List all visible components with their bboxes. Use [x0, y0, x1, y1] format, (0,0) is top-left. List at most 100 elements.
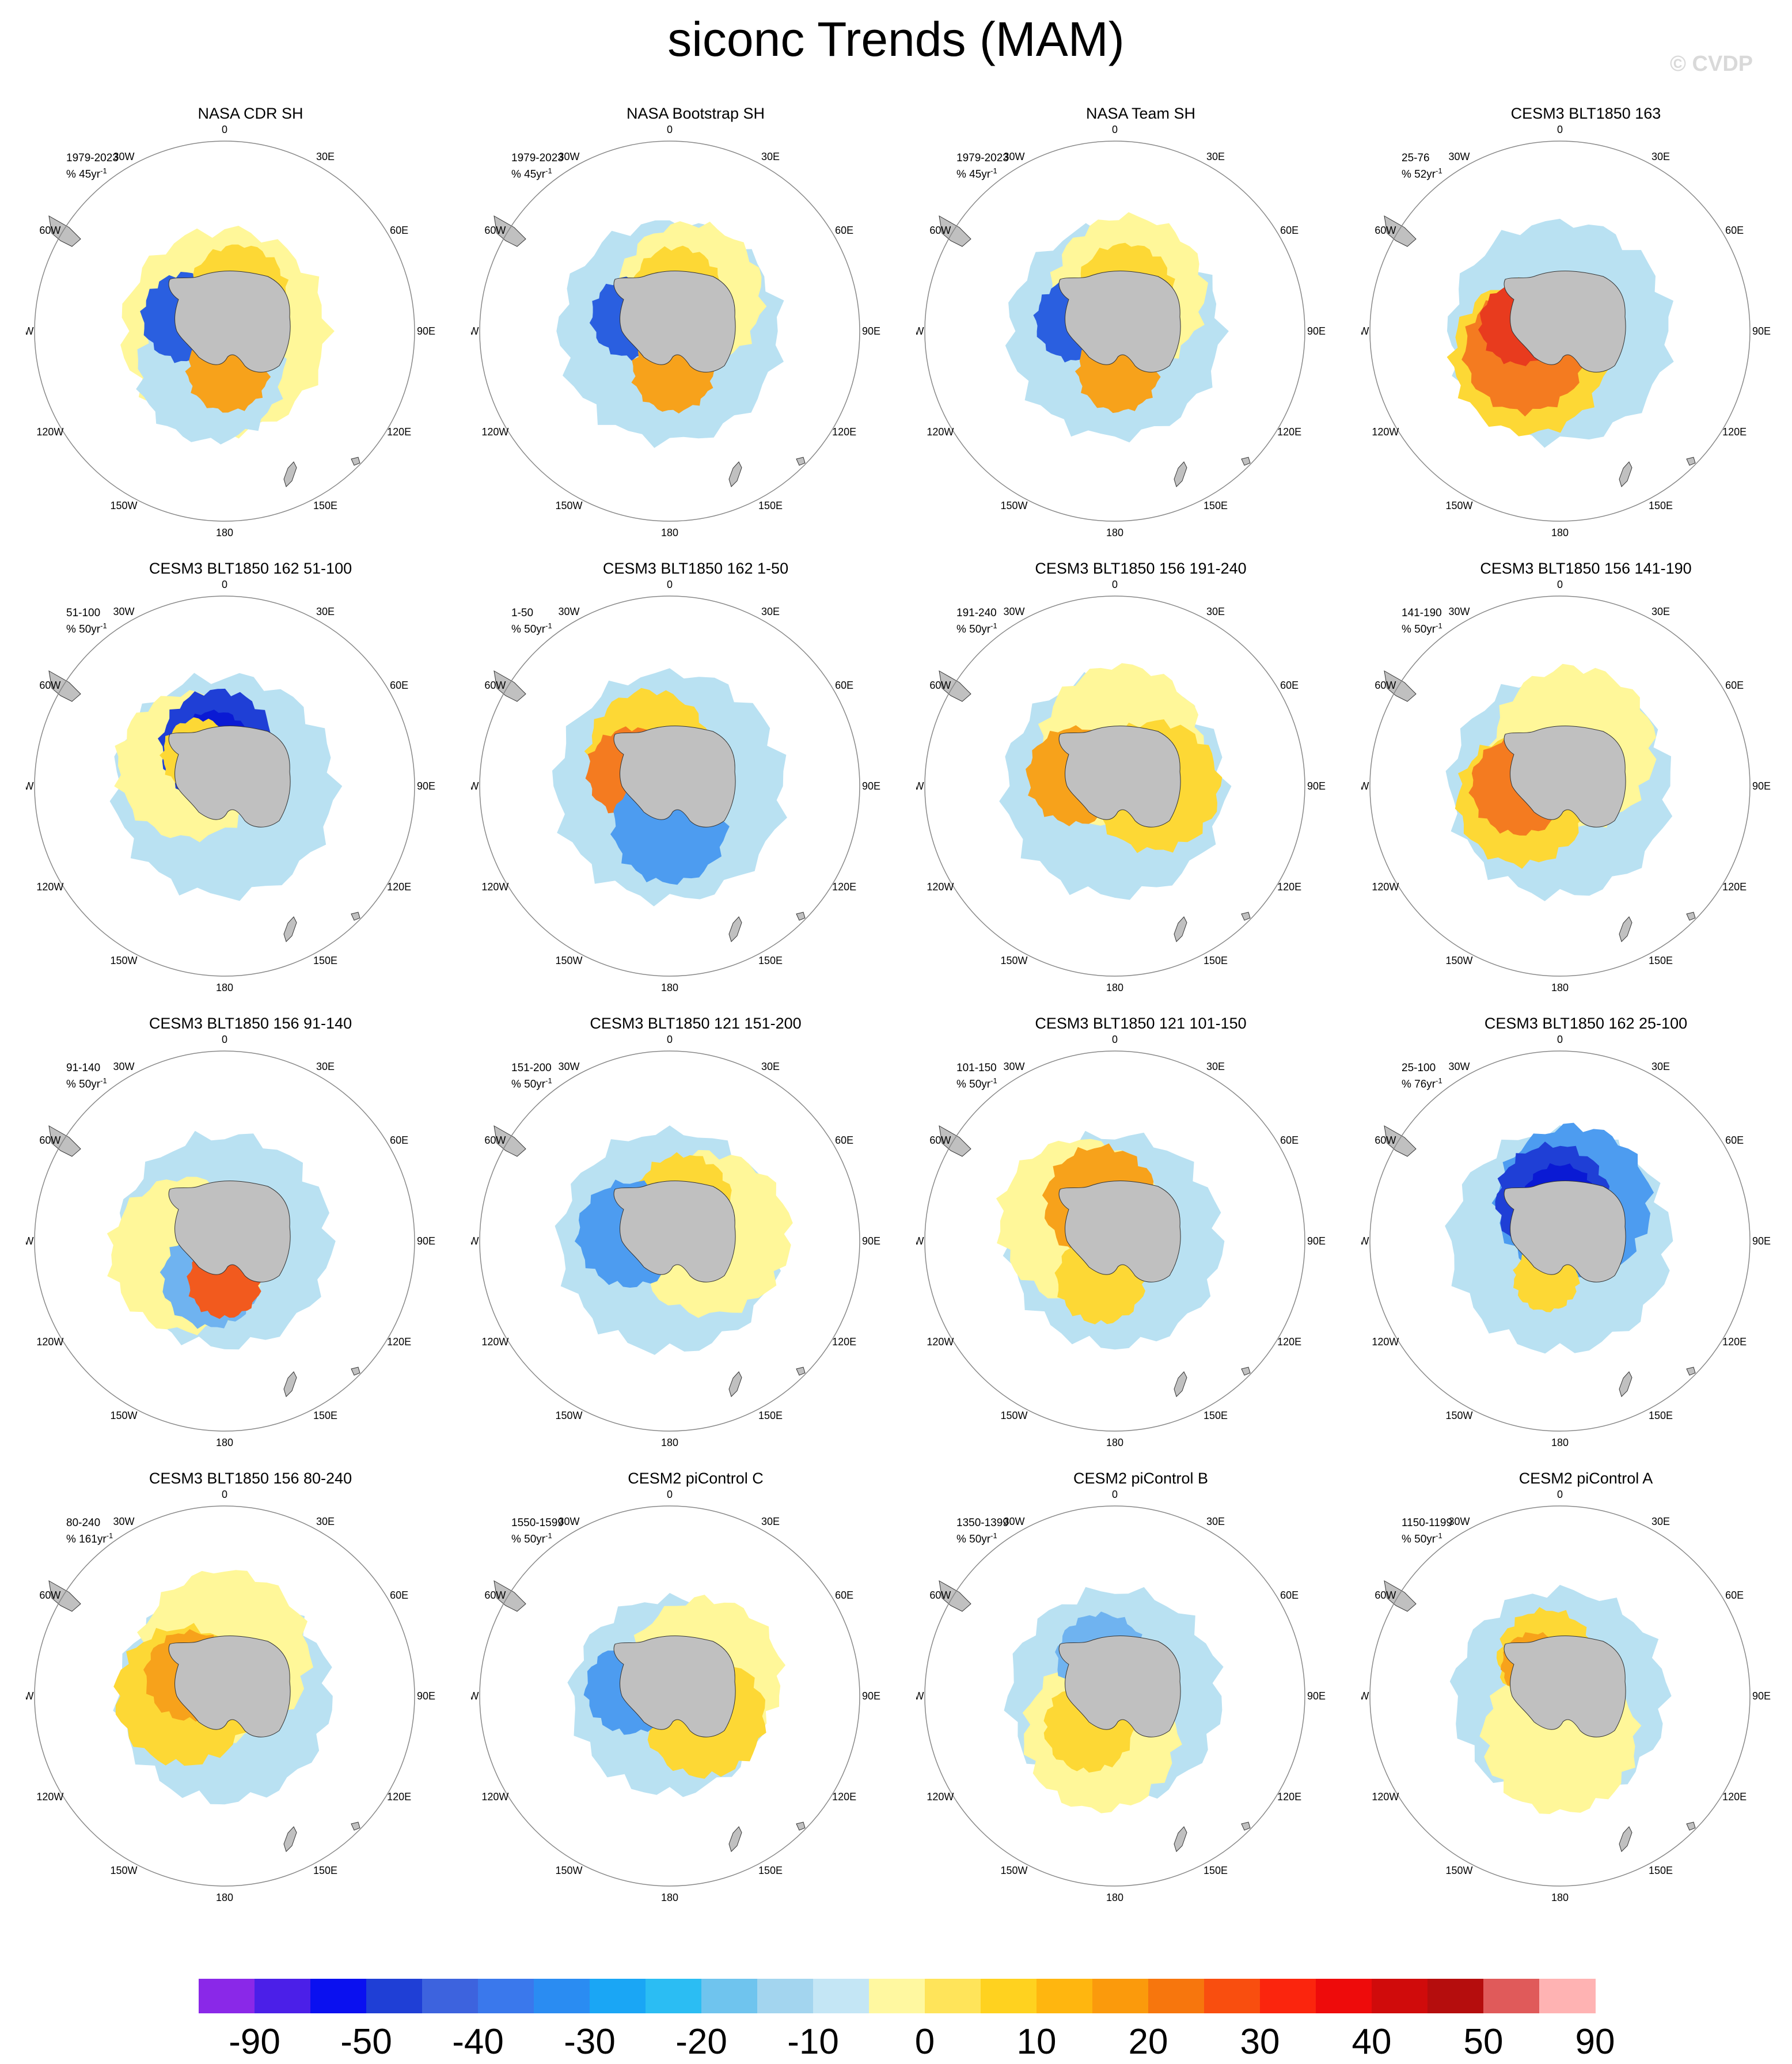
tasmania-landmass — [796, 912, 806, 921]
colorbar-label: 30 — [1240, 2022, 1280, 2062]
longitude-label: 60E — [390, 1135, 408, 1146]
longitude-label: 150W — [555, 1865, 582, 1876]
longitude-label: 180 — [661, 982, 678, 993]
tasmania-landmass — [1686, 1822, 1696, 1831]
longitude-label: 90W — [471, 325, 479, 337]
longitude-label: 120W — [36, 881, 63, 893]
panel-units: % 50yr-1 — [1402, 620, 1442, 636]
longitude-label: 30W — [558, 1516, 579, 1527]
panel-units: % 50yr-1 — [511, 620, 552, 636]
longitude-label: 90W — [1361, 1235, 1369, 1247]
longitude-label: 0 — [1557, 1489, 1563, 1500]
longitude-label: 60E — [1280, 225, 1299, 236]
longitude-label: 120E — [1277, 881, 1301, 893]
longitude-label: 30E — [316, 1061, 335, 1072]
colorbar-swatch — [1204, 1979, 1261, 2013]
panel-units: % 161yr-1 — [66, 1530, 113, 1546]
longitude-label: 180 — [216, 1437, 233, 1448]
antarctica-landmass — [1504, 1181, 1626, 1283]
longitude-label: 180 — [1106, 982, 1123, 993]
tasmania-landmass — [1241, 457, 1251, 466]
longitude-label: 150W — [555, 1410, 582, 1421]
panel-units: % 50yr-1 — [66, 1075, 107, 1091]
longitude-label: 150E — [758, 1865, 783, 1876]
units-exponent: -1 — [106, 1531, 113, 1540]
colorbar-label: 0 — [914, 2022, 935, 2062]
watermark: © CVDP — [1670, 52, 1753, 76]
longitude-label: 120W — [36, 1336, 63, 1348]
longitude-label: 90E — [862, 325, 880, 337]
longitude-label: 0 — [667, 1034, 673, 1045]
longitude-label: 120E — [1722, 1336, 1747, 1348]
longitude-label: 150W — [1000, 1865, 1027, 1876]
longitude-label: 90W — [471, 1690, 479, 1702]
colorbar-swatch — [255, 1979, 311, 2013]
units-exponent: -1 — [990, 1076, 997, 1085]
colorbar-swatch — [366, 1979, 423, 2013]
map-panel: CESM3 BLT1850 162 1-50 1-50% 50yr-1 0 30E 60… — [471, 559, 909, 1014]
polar-map: 0 30E 60E 90E 120E 150E 180 150W 120W 90W 60W 30W — [471, 124, 880, 538]
longitude-label: 90W — [1361, 1690, 1369, 1702]
longitude-label: 60E — [835, 1135, 853, 1146]
longitude-label: 60E — [390, 225, 408, 236]
tasmania-landmass — [1686, 1367, 1696, 1376]
antarctica-landmass — [613, 726, 736, 828]
antarctica-landmass — [168, 1181, 291, 1283]
longitude-label: 90E — [1752, 1690, 1771, 1702]
longitude-label: 120E — [387, 881, 411, 893]
longitude-label: 60W — [484, 225, 506, 236]
longitude-label: 0 — [222, 579, 227, 590]
longitude-label: 120E — [387, 1791, 411, 1803]
panel-period: 1979-2023 — [66, 152, 119, 164]
antarctica-landmass — [613, 1181, 736, 1283]
panel-period: 1550-1599 — [511, 1517, 564, 1529]
longitude-label: 150W — [1445, 955, 1472, 966]
map-panel: NASA Bootstrap SH 1979-2023% 45yr-1 0 30E 60… — [471, 104, 909, 559]
map-boundary — [924, 1050, 1305, 1432]
tasmania-landmass — [1241, 912, 1251, 921]
longitude-label: 90E — [417, 325, 435, 337]
map-panel: CESM3 BLT1850 162 51-100 51-100% 50yr-1 0 3… — [26, 559, 464, 1014]
longitude-label: 180 — [1106, 1437, 1123, 1448]
longitude-label: 30E — [761, 606, 780, 617]
panel-period: 1350-1399 — [956, 1517, 1009, 1529]
south-america-landmass — [493, 1580, 526, 1612]
longitude-label: 30E — [761, 151, 780, 162]
units-text: % 50yr — [66, 623, 101, 636]
longitude-label: 120E — [1722, 426, 1747, 438]
longitude-label: 120W — [1372, 426, 1399, 438]
longitude-label: 30E — [1651, 151, 1670, 162]
antarctica-landmass — [613, 1636, 736, 1737]
longitude-label: 30W — [558, 1061, 579, 1072]
map-boundary — [479, 1050, 860, 1432]
longitude-label: 180 — [1106, 1892, 1123, 1903]
longitude-label: 150W — [1000, 955, 1027, 966]
panel-units: % 50yr-1 — [956, 1530, 997, 1546]
south-america-landmass — [48, 215, 81, 247]
longitude-label: 90E — [1307, 780, 1326, 792]
map-panel: CESM2 piControl B 1350-1399% 50yr-1 0 30E 60… — [916, 1469, 1354, 1923]
longitude-label: 0 — [222, 124, 227, 135]
units-exponent: -1 — [990, 621, 997, 630]
longitude-label: 150E — [758, 955, 783, 966]
antarctica-landmass — [168, 271, 291, 373]
longitude-label: 30W — [1448, 1061, 1470, 1072]
colorbar-label: 40 — [1351, 2022, 1392, 2062]
panel-title: CESM3 BLT1850 156 91-140 — [149, 1015, 352, 1032]
panel-period: 25-100 — [1402, 1062, 1436, 1074]
longitude-label: 90W — [471, 780, 479, 792]
map-panel: CESM2 piControl A 1150-1199% 50yr-1 0 30E 60… — [1361, 1469, 1792, 1923]
longitude-label: 150W — [1000, 1410, 1027, 1421]
longitude-label: 0 — [1557, 1034, 1563, 1045]
longitude-label: 60W — [484, 1589, 506, 1601]
longitude-label: 120E — [832, 426, 856, 438]
longitude-label: 0 — [667, 124, 673, 135]
antarctica-landmass — [1504, 1636, 1626, 1737]
longitude-label: 150E — [313, 1410, 337, 1421]
longitude-label: 120W — [36, 1791, 63, 1803]
longitude-label: 150W — [1445, 500, 1472, 511]
longitude-label: 30W — [1448, 151, 1470, 162]
panel-title: CESM3 BLT1850 162 51-100 — [149, 560, 352, 577]
panel-title: CESM2 piControl B — [1073, 1470, 1209, 1487]
panel-units: % 52yr-1 — [1402, 165, 1442, 181]
